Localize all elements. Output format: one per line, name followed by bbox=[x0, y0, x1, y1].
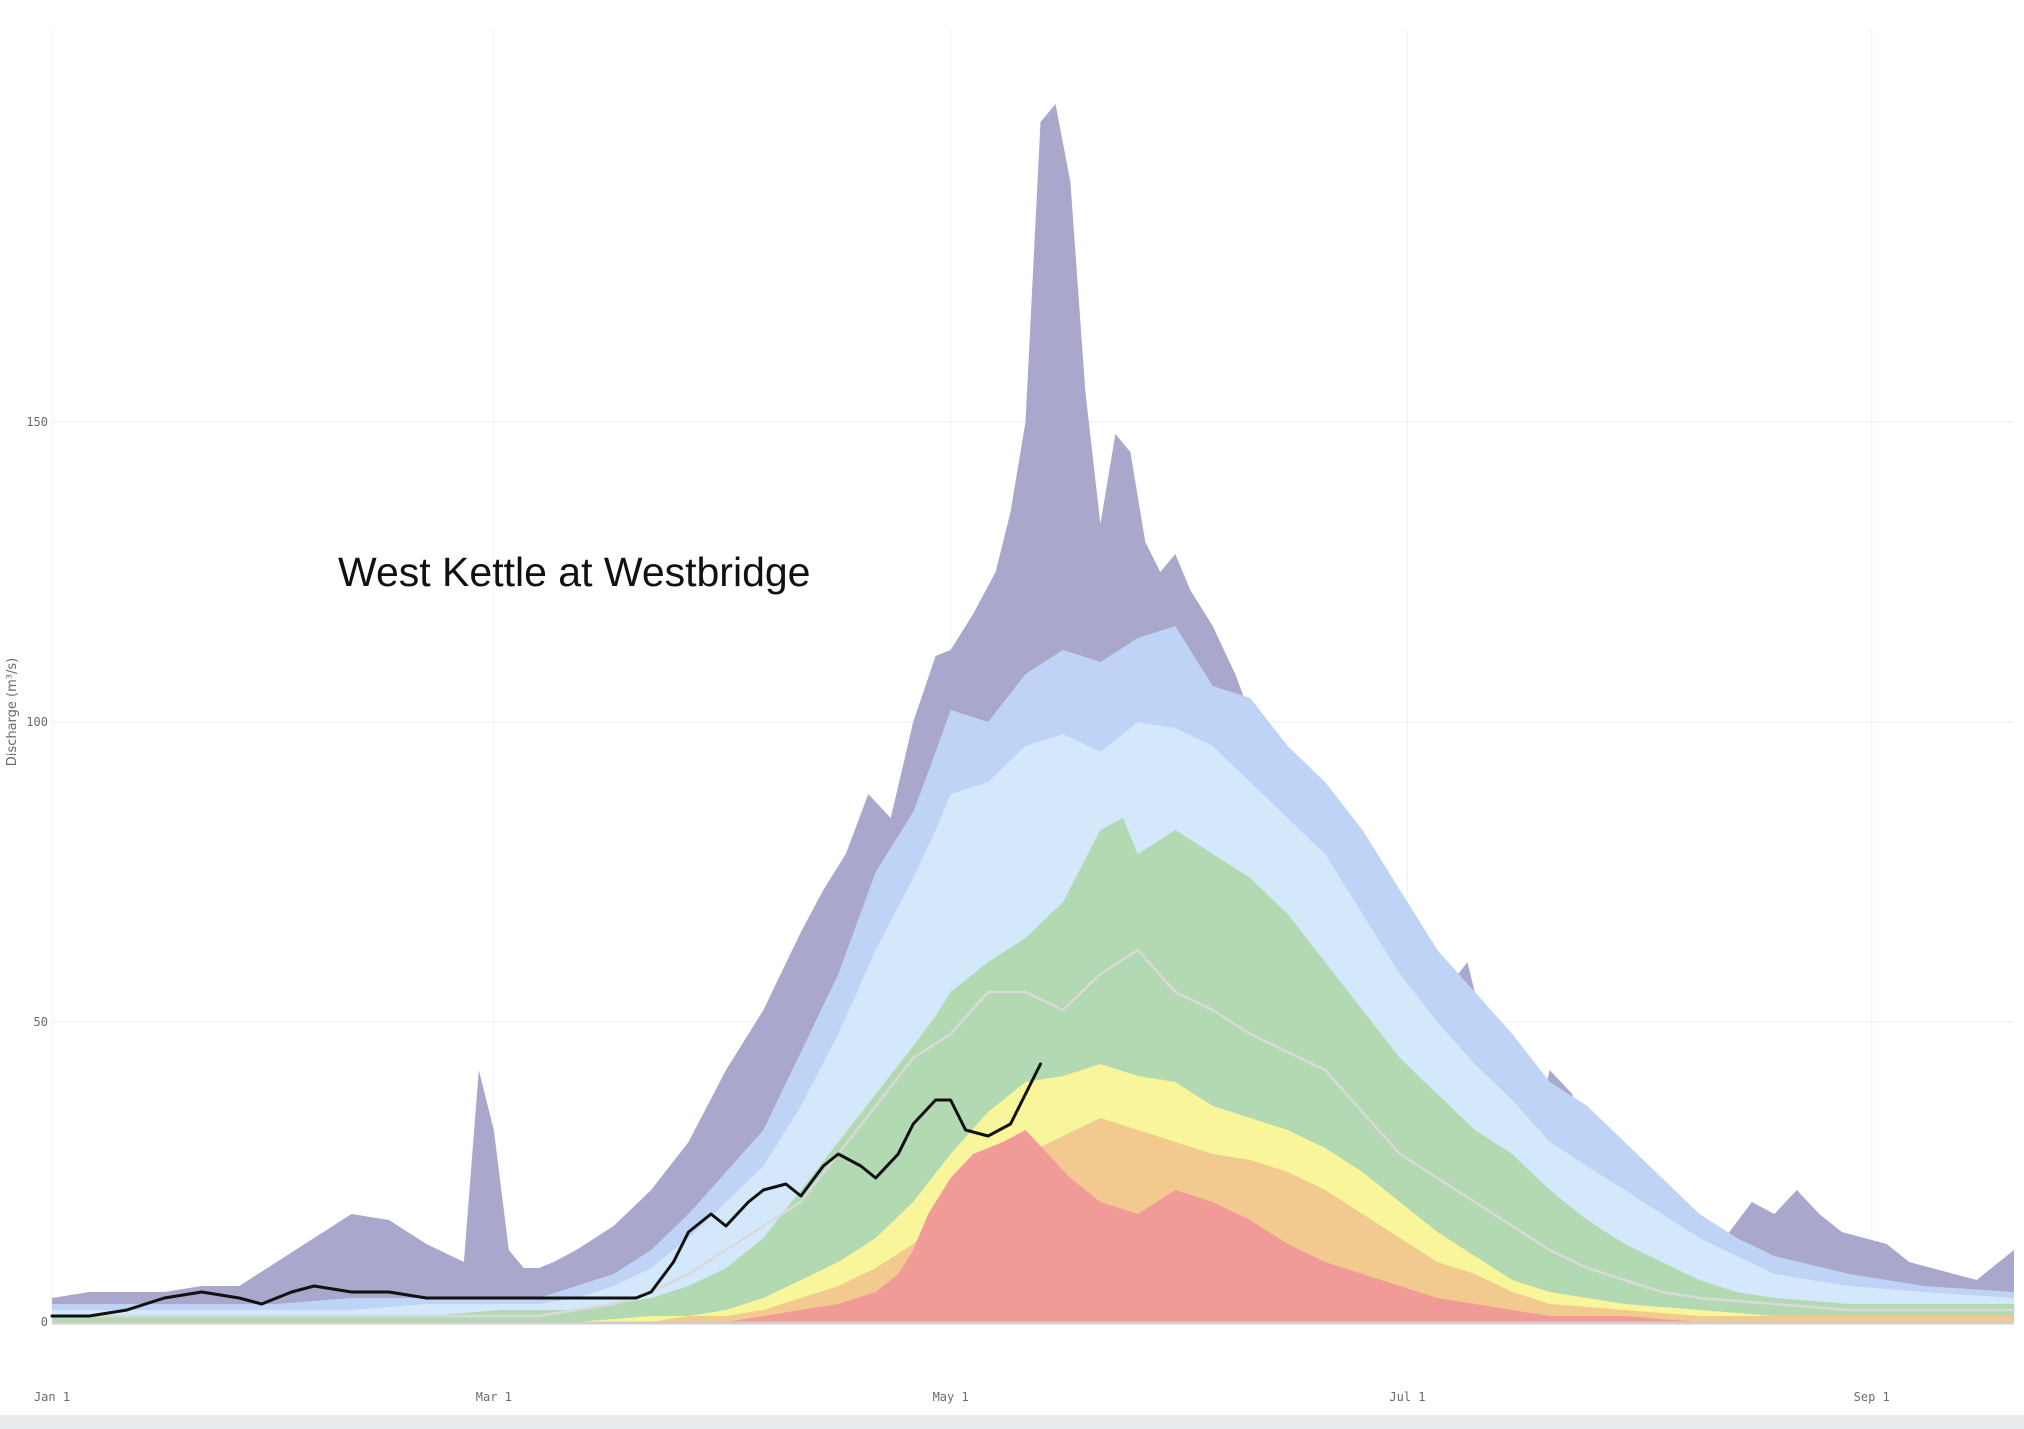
band-minimum bbox=[52, 1130, 2014, 1322]
x-tick-label: Mar 1 bbox=[476, 1390, 512, 1404]
band-25th-percentile bbox=[52, 818, 2014, 1322]
bottom-strip bbox=[0, 1415, 2024, 1429]
y-tick-label: 100 bbox=[26, 715, 48, 729]
chart-title: West Kettle at Westbridge bbox=[338, 549, 810, 595]
y-tick-label: 150 bbox=[26, 415, 48, 429]
x-tick-label: Sep 1 bbox=[1854, 1390, 1890, 1404]
y-axis-label: Discharge (m³/s) bbox=[5, 658, 20, 766]
current-flow-line bbox=[50, 1062, 1042, 1318]
x-tick-label: Jan 1 bbox=[34, 1390, 70, 1404]
x-tick-label: May 1 bbox=[933, 1390, 969, 1404]
y-tick-label: 50 bbox=[34, 1015, 48, 1029]
x-tick-label: Jul 1 bbox=[1389, 1390, 1425, 1404]
median-line bbox=[50, 948, 2016, 1318]
y-tick-label: 0 bbox=[41, 1315, 48, 1329]
